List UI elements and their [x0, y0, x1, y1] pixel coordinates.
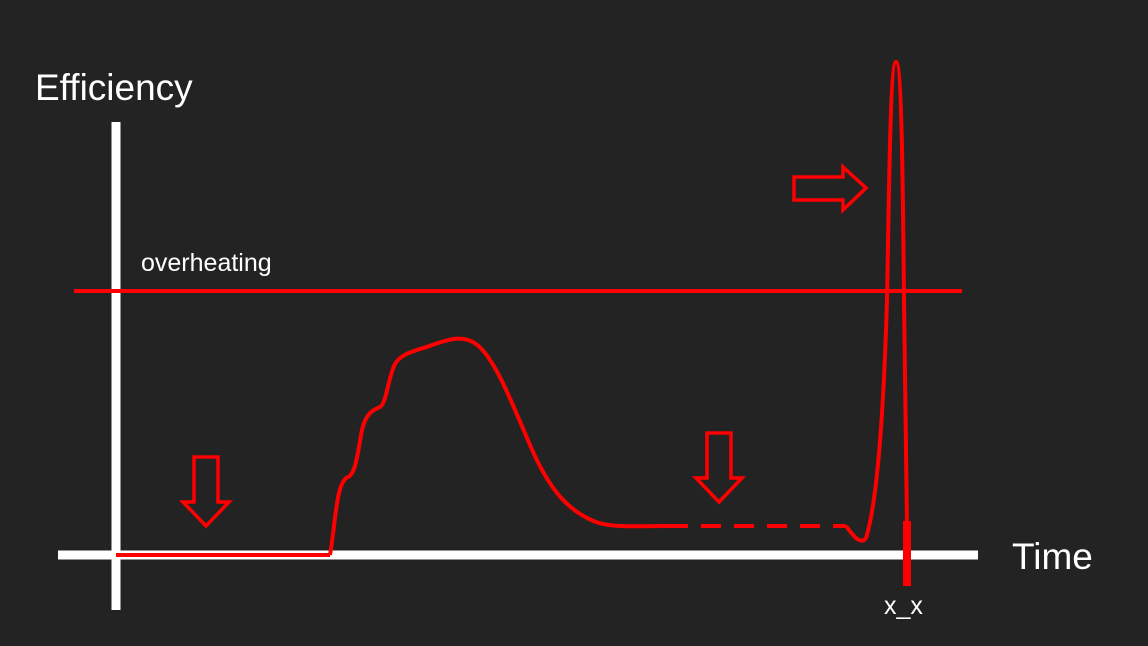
down-arrow-2-icon [691, 431, 747, 505]
efficiency-curve-hump [328, 336, 669, 556]
overheating-label: overheating [141, 249, 272, 277]
right-arrow-icon [792, 163, 869, 215]
efficiency-curve-spike [844, 59, 909, 543]
y-axis-label: Efficiency [35, 67, 193, 108]
x-axis-label: Time [1012, 536, 1093, 577]
down-arrow-1-icon [178, 455, 234, 529]
failure-marker-label: x_x [884, 592, 923, 620]
